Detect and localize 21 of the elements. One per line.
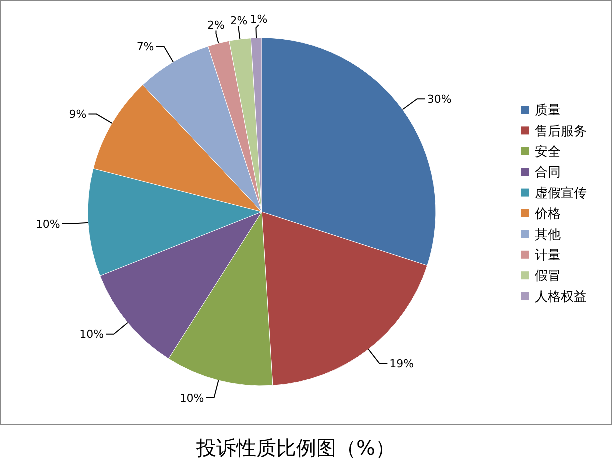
legend-label: 安全: [535, 144, 561, 160]
legend-label: 计量: [535, 248, 561, 264]
data-label: 1%: [250, 13, 268, 26]
data-label: 9%: [69, 108, 87, 122]
legend-label: 人格权益: [535, 290, 587, 305]
data-label: 2%: [208, 18, 225, 32]
legend-label: 其他: [535, 228, 561, 243]
legend-label: 价格: [534, 207, 561, 222]
legend-label: 假冒: [535, 269, 561, 284]
text: 投诉性质比例图（%）: [195, 436, 396, 460]
data-label: 7%: [136, 40, 154, 54]
data-label: 2%: [230, 14, 248, 28]
legend-label: 售后服务: [535, 124, 587, 140]
legend-label: 质量: [535, 104, 561, 119]
data-label: 19%: [390, 358, 414, 371]
data-label: 10%: [180, 392, 204, 405]
data-label: 10%: [80, 328, 104, 342]
data-label: 10%: [36, 218, 60, 231]
legend-label: 合同: [535, 166, 561, 181]
data-label: 30%: [427, 92, 452, 106]
legend-label: 虚假宣传: [535, 185, 587, 202]
